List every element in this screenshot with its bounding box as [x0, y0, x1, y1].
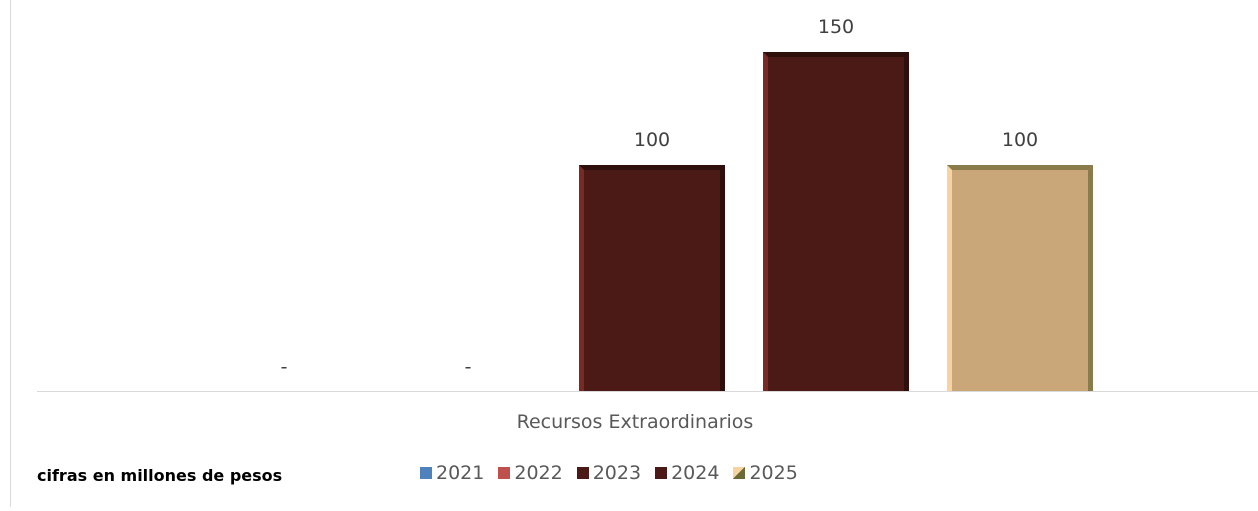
- bar-fill-2023: [579, 165, 725, 391]
- legend-item-2021: 2021: [420, 462, 484, 484]
- bar-bevel-top-2024: [763, 52, 909, 57]
- legend-label-2022: 2022: [514, 462, 563, 484]
- bar-bevel-top-2023: [579, 165, 725, 170]
- legend-label-2021: 2021: [436, 462, 485, 484]
- data-label-2023: 100: [634, 129, 670, 151]
- bar-2024: [763, 52, 909, 391]
- bar-2023: [579, 165, 725, 391]
- legend-label-2025: 2025: [749, 462, 798, 484]
- data-label-2021: -: [281, 356, 288, 378]
- legend-swatch-2025: [733, 467, 746, 479]
- legend-item-2022: 2022: [498, 462, 563, 484]
- legend-item-2025: 2025: [733, 462, 798, 484]
- data-label-2024: 150: [818, 16, 854, 38]
- bar-bevel-right-2023: [720, 165, 725, 391]
- legend-label-2023: 2023: [592, 462, 642, 484]
- bar-bevel-left-2023: [579, 165, 584, 391]
- bar-bevel-right-2024: [904, 52, 909, 391]
- bar-fill-2025: [947, 165, 1093, 391]
- bar-bevel-top-2025: [947, 165, 1093, 170]
- legend-label-2024: 2024: [671, 462, 720, 484]
- bar-fill-2024: [763, 52, 909, 391]
- legend-swatch-2021: [420, 467, 432, 479]
- bar-bevel-left-2024: [763, 52, 768, 391]
- bar-2025: [947, 165, 1093, 391]
- legend-swatch-2023: [576, 467, 589, 479]
- legend-swatch-2022: [498, 467, 511, 479]
- data-label-2025: 100: [1002, 129, 1038, 151]
- chart-frame-border: [10, 0, 11, 507]
- data-label-2022: -: [465, 356, 472, 378]
- bar-bevel-left-2025: [947, 165, 952, 391]
- category-label: Recursos Extraordinarios: [517, 411, 754, 433]
- legend-swatch-2024: [655, 467, 668, 479]
- units-note: cifras en millones de pesos: [37, 466, 283, 485]
- legend-item-2023: 2023: [576, 462, 642, 484]
- bar-bevel-right-2025: [1088, 165, 1093, 391]
- legend: 2021 2022 2023 2024 2025: [420, 462, 798, 484]
- legend-item-2024: 2024: [655, 462, 719, 484]
